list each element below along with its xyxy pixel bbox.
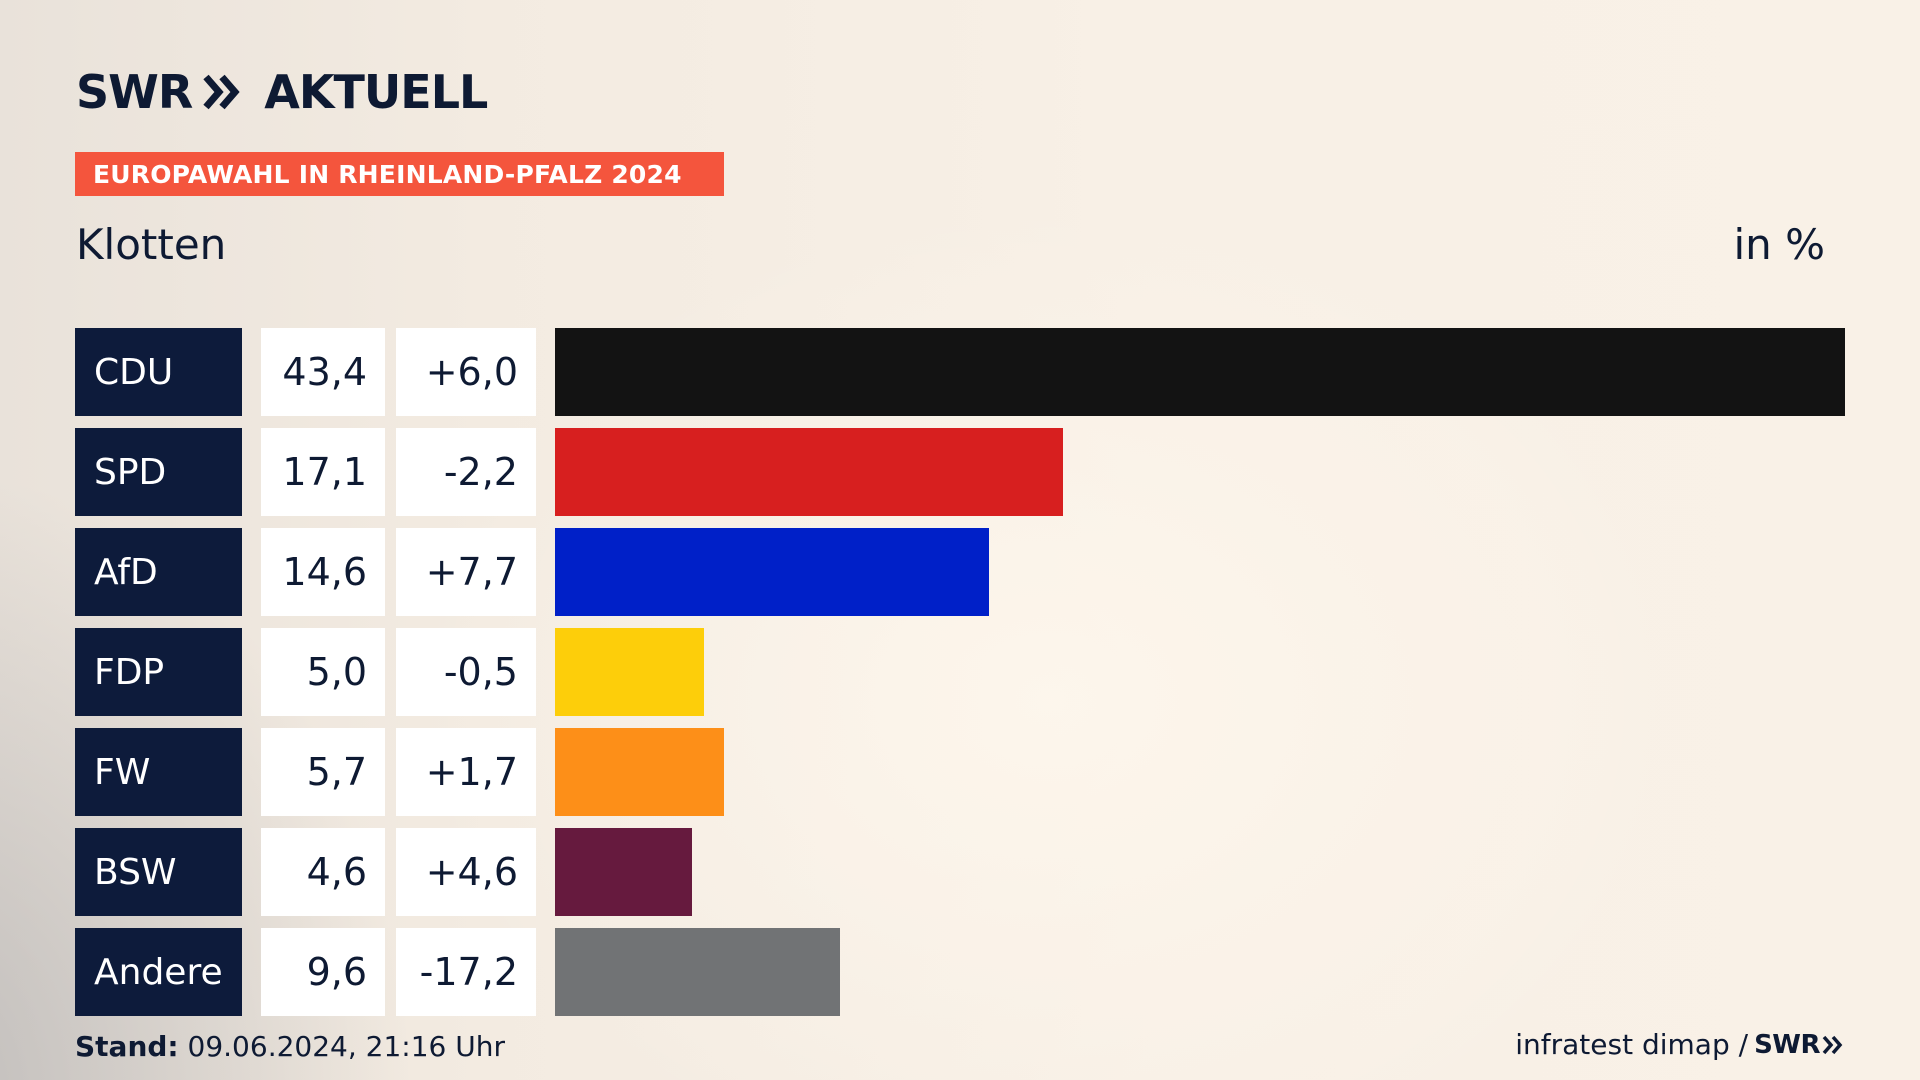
unit-label: in % (1733, 220, 1825, 269)
party-label: BSW (75, 828, 242, 916)
logo-aktuell-text: AKTUELL (264, 65, 488, 119)
election-badge: EUROPAWAHL IN RHEINLAND-PFALZ 2024 (75, 152, 724, 196)
change-value: +7,7 (396, 528, 536, 616)
bar-fdp (555, 628, 704, 716)
bar-fw (555, 728, 724, 816)
vote-share-value: 5,7 (261, 728, 385, 816)
party-label: FDP (75, 628, 242, 716)
result-row-afd: AfD 14,6 +7,7 (75, 528, 1875, 616)
vote-share-value: 5,0 (261, 628, 385, 716)
change-value: -2,2 (396, 428, 536, 516)
vote-share-value: 17,1 (261, 428, 385, 516)
swr-small-logo: SWR (1754, 1030, 1844, 1060)
result-row-cdu: CDU 43,4 +6,0 (75, 328, 1875, 416)
municipality-title: Klotten (76, 220, 227, 269)
vote-share-value: 43,4 (261, 328, 385, 416)
change-value: +4,6 (396, 828, 536, 916)
party-label: AfD (75, 528, 242, 616)
result-row-spd: SPD 17,1 -2,2 (75, 428, 1875, 516)
bar-andere (555, 928, 840, 1016)
result-row-bsw: BSW 4,6 +4,6 (75, 828, 1875, 916)
result-row-andere: Andere 9,6 -17,2 (75, 928, 1875, 1016)
party-label: CDU (75, 328, 242, 416)
party-label: SPD (75, 428, 242, 516)
double-chevron-small-icon (1822, 1035, 1843, 1054)
source-credit: infratest dimap / SWR (1515, 1028, 1844, 1061)
double-chevron-icon (202, 73, 242, 111)
change-value: +1,7 (396, 728, 536, 816)
change-value: -0,5 (396, 628, 536, 716)
change-value: -17,2 (396, 928, 536, 1016)
result-row-fw: FW 5,7 +1,7 (75, 728, 1875, 816)
source-text: infratest dimap / (1515, 1028, 1749, 1061)
vote-share-value: 9,6 (261, 928, 385, 1016)
timestamp: Stand: 09.06.2024, 21:16 Uhr (75, 1030, 505, 1063)
result-row-fdp: FDP 5,0 -0,5 (75, 628, 1875, 716)
source-brand: SWR (1754, 1029, 1820, 1060)
stand-value: 09.06.2024, 21:16 Uhr (187, 1030, 505, 1063)
bar-cdu (555, 328, 1845, 416)
vote-share-value: 14,6 (261, 528, 385, 616)
swr-aktuell-logo: SWR AKTUELL (76, 64, 488, 120)
bar-afd (555, 528, 989, 616)
vote-share-value: 4,6 (261, 828, 385, 916)
party-label: FW (75, 728, 242, 816)
bar-spd (555, 428, 1063, 516)
party-label: Andere (75, 928, 242, 1016)
change-value: +6,0 (396, 328, 536, 416)
stand-label: Stand: (75, 1030, 179, 1063)
bar-bsw (555, 828, 692, 916)
logo-swr-text: SWR (76, 65, 193, 119)
